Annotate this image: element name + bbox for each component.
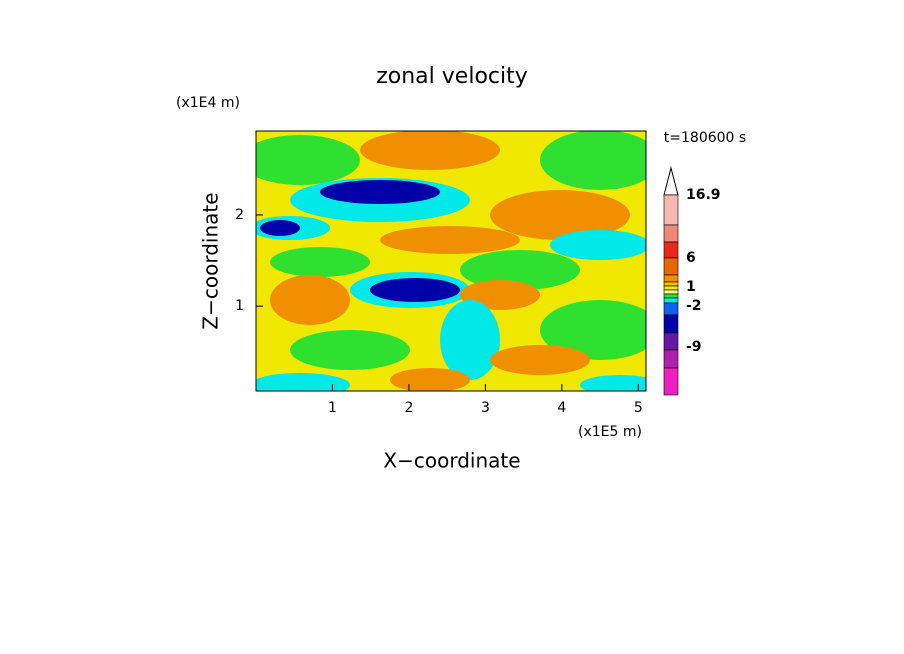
x-axis-title: X−coordinate [383,449,520,473]
colorbar-label: -2 [686,298,702,314]
time-label: t=180600 s [664,130,746,146]
y-tick-label: 2 [235,207,244,223]
colorbar-swatch [663,367,679,396]
x-tick-label: 4 [557,400,566,416]
colorbar-swatch [663,289,679,295]
colorbar-swatch [663,281,679,287]
colorbar-label: 6 [686,250,696,266]
colorbar-swatch [663,302,679,316]
x-tick-label: 1 [328,400,337,416]
x-tick-label: 2 [404,400,413,416]
colorbar-swatch [663,194,679,226]
colorbar-swatch [663,293,679,299]
colorbar-swatch [663,274,679,283]
colorbar-swatch [663,241,679,259]
y-unit: (x1E4 m) [176,95,240,111]
colorbar-swatch [663,349,679,369]
colorbar-arrow [663,166,679,196]
y-axis-title: Z−coordinate [199,192,223,329]
colorbar-swatch [663,224,679,243]
x-unit: (x1E5 m) [578,424,642,440]
chart-title: zonal velocity [376,64,528,89]
contour-field [256,131,646,391]
y-tick-label: 1 [235,298,244,314]
colorbar-label: -9 [686,339,702,355]
colorbar-swatch [663,297,679,304]
colorbar-swatch [663,332,679,351]
colorbar-swatch [663,314,679,334]
x-tick-label: 3 [481,400,490,416]
colorbar-label: 1 [686,279,696,295]
colorbar-swatch [663,285,679,291]
colorbar-swatch [663,257,679,276]
x-tick-label: 5 [634,400,643,416]
colorbar-label: 16.9 [686,187,721,203]
plot-frame [255,130,647,392]
